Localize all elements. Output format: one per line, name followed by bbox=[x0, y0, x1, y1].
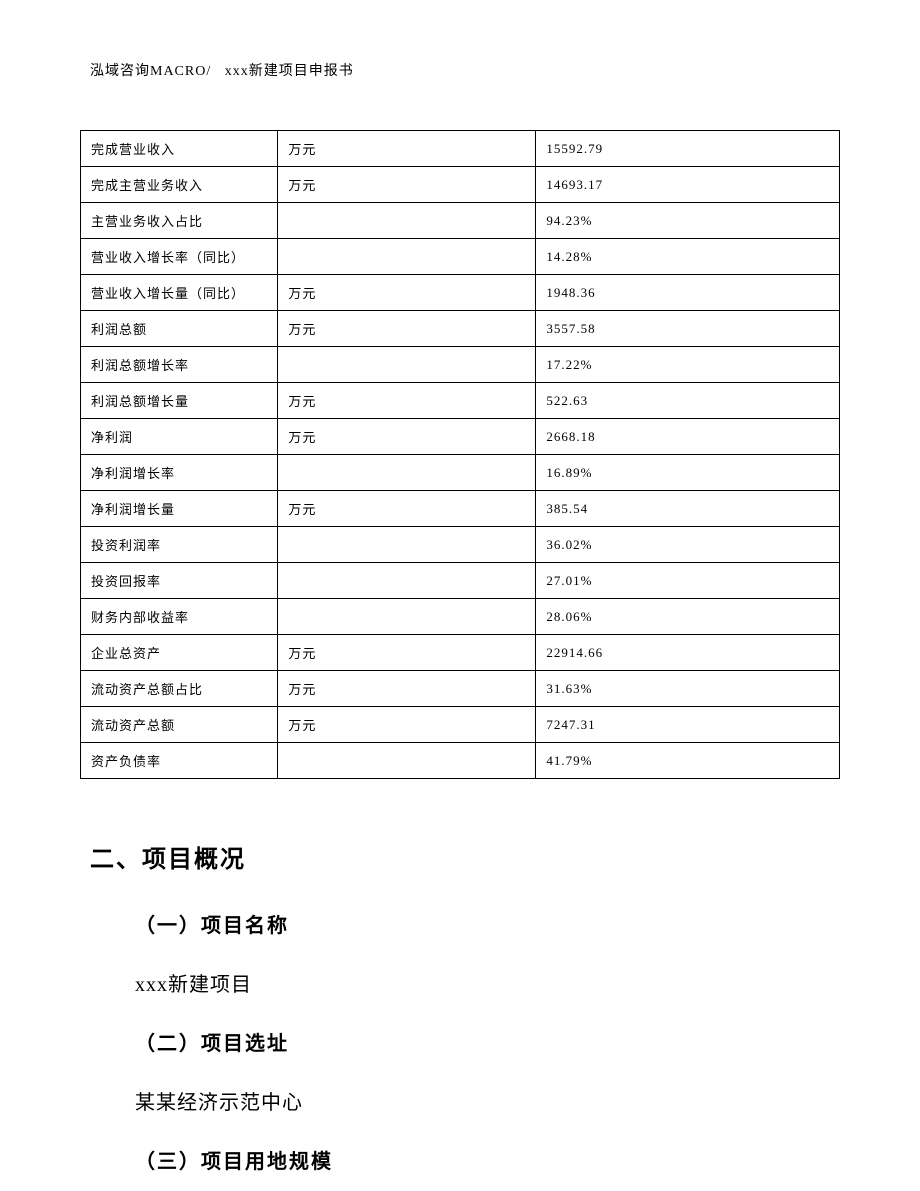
cell-unit bbox=[278, 743, 536, 779]
cell-label: 净利润 bbox=[81, 419, 278, 455]
cell-value: 385.54 bbox=[536, 491, 840, 527]
financial-table: 完成营业收入万元15592.79完成主营业务收入万元14693.17主营业务收入… bbox=[80, 130, 840, 779]
cell-label: 流动资产总额 bbox=[81, 707, 278, 743]
sub-heading-1: （一）项目名称 bbox=[135, 909, 840, 938]
cell-unit bbox=[278, 563, 536, 599]
cell-value: 27.01% bbox=[536, 563, 840, 599]
cell-value: 1948.36 bbox=[536, 275, 840, 311]
cell-label: 完成营业收入 bbox=[81, 131, 278, 167]
cell-label: 净利润增长率 bbox=[81, 455, 278, 491]
sub-heading-2: （二）项目选址 bbox=[135, 1027, 840, 1056]
cell-value: 31.63% bbox=[536, 671, 840, 707]
section-heading: 二、项目概况 bbox=[90, 839, 840, 874]
table-row: 流动资产总额万元7247.31 bbox=[81, 707, 840, 743]
cell-value: 17.22% bbox=[536, 347, 840, 383]
cell-unit bbox=[278, 239, 536, 275]
cell-value: 22914.66 bbox=[536, 635, 840, 671]
cell-label: 资产负债率 bbox=[81, 743, 278, 779]
cell-unit: 万元 bbox=[278, 131, 536, 167]
table-row: 主营业务收入占比 94.23% bbox=[81, 203, 840, 239]
cell-value: 28.06% bbox=[536, 599, 840, 635]
cell-unit: 万元 bbox=[278, 491, 536, 527]
table-row: 营业收入增长量（同比）万元1948.36 bbox=[81, 275, 840, 311]
cell-unit: 万元 bbox=[278, 671, 536, 707]
body-text-2: 某某经济示范中心 bbox=[135, 1086, 840, 1115]
table-row: 利润总额万元3557.58 bbox=[81, 311, 840, 347]
cell-label: 投资利润率 bbox=[81, 527, 278, 563]
cell-unit: 万元 bbox=[278, 311, 536, 347]
cell-label: 营业收入增长量（同比） bbox=[81, 275, 278, 311]
table-row: 利润总额增长量万元522.63 bbox=[81, 383, 840, 419]
cell-unit: 万元 bbox=[278, 635, 536, 671]
cell-unit bbox=[278, 203, 536, 239]
cell-label: 利润总额 bbox=[81, 311, 278, 347]
cell-unit bbox=[278, 527, 536, 563]
table-row: 流动资产总额占比万元31.63% bbox=[81, 671, 840, 707]
cell-value: 2668.18 bbox=[536, 419, 840, 455]
cell-value: 36.02% bbox=[536, 527, 840, 563]
header-right: xxx新建项目申报书 bbox=[225, 64, 354, 79]
table-row: 净利润增长率 16.89% bbox=[81, 455, 840, 491]
header-left: 泓域咨询MACRO/ bbox=[90, 64, 211, 79]
sub-heading-3: （三）项目用地规模 bbox=[135, 1145, 840, 1174]
body-text-1: xxx新建项目 bbox=[135, 968, 840, 997]
cell-label: 财务内部收益率 bbox=[81, 599, 278, 635]
cell-label: 主营业务收入占比 bbox=[81, 203, 278, 239]
cell-value: 14693.17 bbox=[536, 167, 840, 203]
table-row: 完成主营业务收入万元14693.17 bbox=[81, 167, 840, 203]
table-row: 资产负债率 41.79% bbox=[81, 743, 840, 779]
cell-value: 7247.31 bbox=[536, 707, 840, 743]
cell-value: 15592.79 bbox=[536, 131, 840, 167]
cell-value: 41.79% bbox=[536, 743, 840, 779]
cell-label: 企业总资产 bbox=[81, 635, 278, 671]
table-row: 企业总资产万元22914.66 bbox=[81, 635, 840, 671]
cell-value: 16.89% bbox=[536, 455, 840, 491]
cell-unit bbox=[278, 347, 536, 383]
table-row: 营业收入增长率（同比） 14.28% bbox=[81, 239, 840, 275]
page-header: 泓域咨询MACRO/ xxx新建项目申报书 bbox=[90, 60, 840, 80]
table-row: 投资回报率 27.01% bbox=[81, 563, 840, 599]
table-row: 净利润增长量万元385.54 bbox=[81, 491, 840, 527]
cell-value: 14.28% bbox=[536, 239, 840, 275]
cell-label: 流动资产总额占比 bbox=[81, 671, 278, 707]
cell-label: 营业收入增长率（同比） bbox=[81, 239, 278, 275]
table-row: 净利润万元2668.18 bbox=[81, 419, 840, 455]
cell-unit: 万元 bbox=[278, 383, 536, 419]
cell-label: 投资回报率 bbox=[81, 563, 278, 599]
cell-unit: 万元 bbox=[278, 167, 536, 203]
table-row: 投资利润率 36.02% bbox=[81, 527, 840, 563]
cell-value: 522.63 bbox=[536, 383, 840, 419]
cell-value: 3557.58 bbox=[536, 311, 840, 347]
cell-unit bbox=[278, 599, 536, 635]
table-row: 财务内部收益率 28.06% bbox=[81, 599, 840, 635]
cell-value: 94.23% bbox=[536, 203, 840, 239]
cell-unit bbox=[278, 455, 536, 491]
cell-label: 利润总额增长量 bbox=[81, 383, 278, 419]
table-row: 完成营业收入万元15592.79 bbox=[81, 131, 840, 167]
cell-unit: 万元 bbox=[278, 275, 536, 311]
cell-label: 净利润增长量 bbox=[81, 491, 278, 527]
cell-unit: 万元 bbox=[278, 419, 536, 455]
cell-label: 完成主营业务收入 bbox=[81, 167, 278, 203]
table-row: 利润总额增长率 17.22% bbox=[81, 347, 840, 383]
cell-label: 利润总额增长率 bbox=[81, 347, 278, 383]
cell-unit: 万元 bbox=[278, 707, 536, 743]
